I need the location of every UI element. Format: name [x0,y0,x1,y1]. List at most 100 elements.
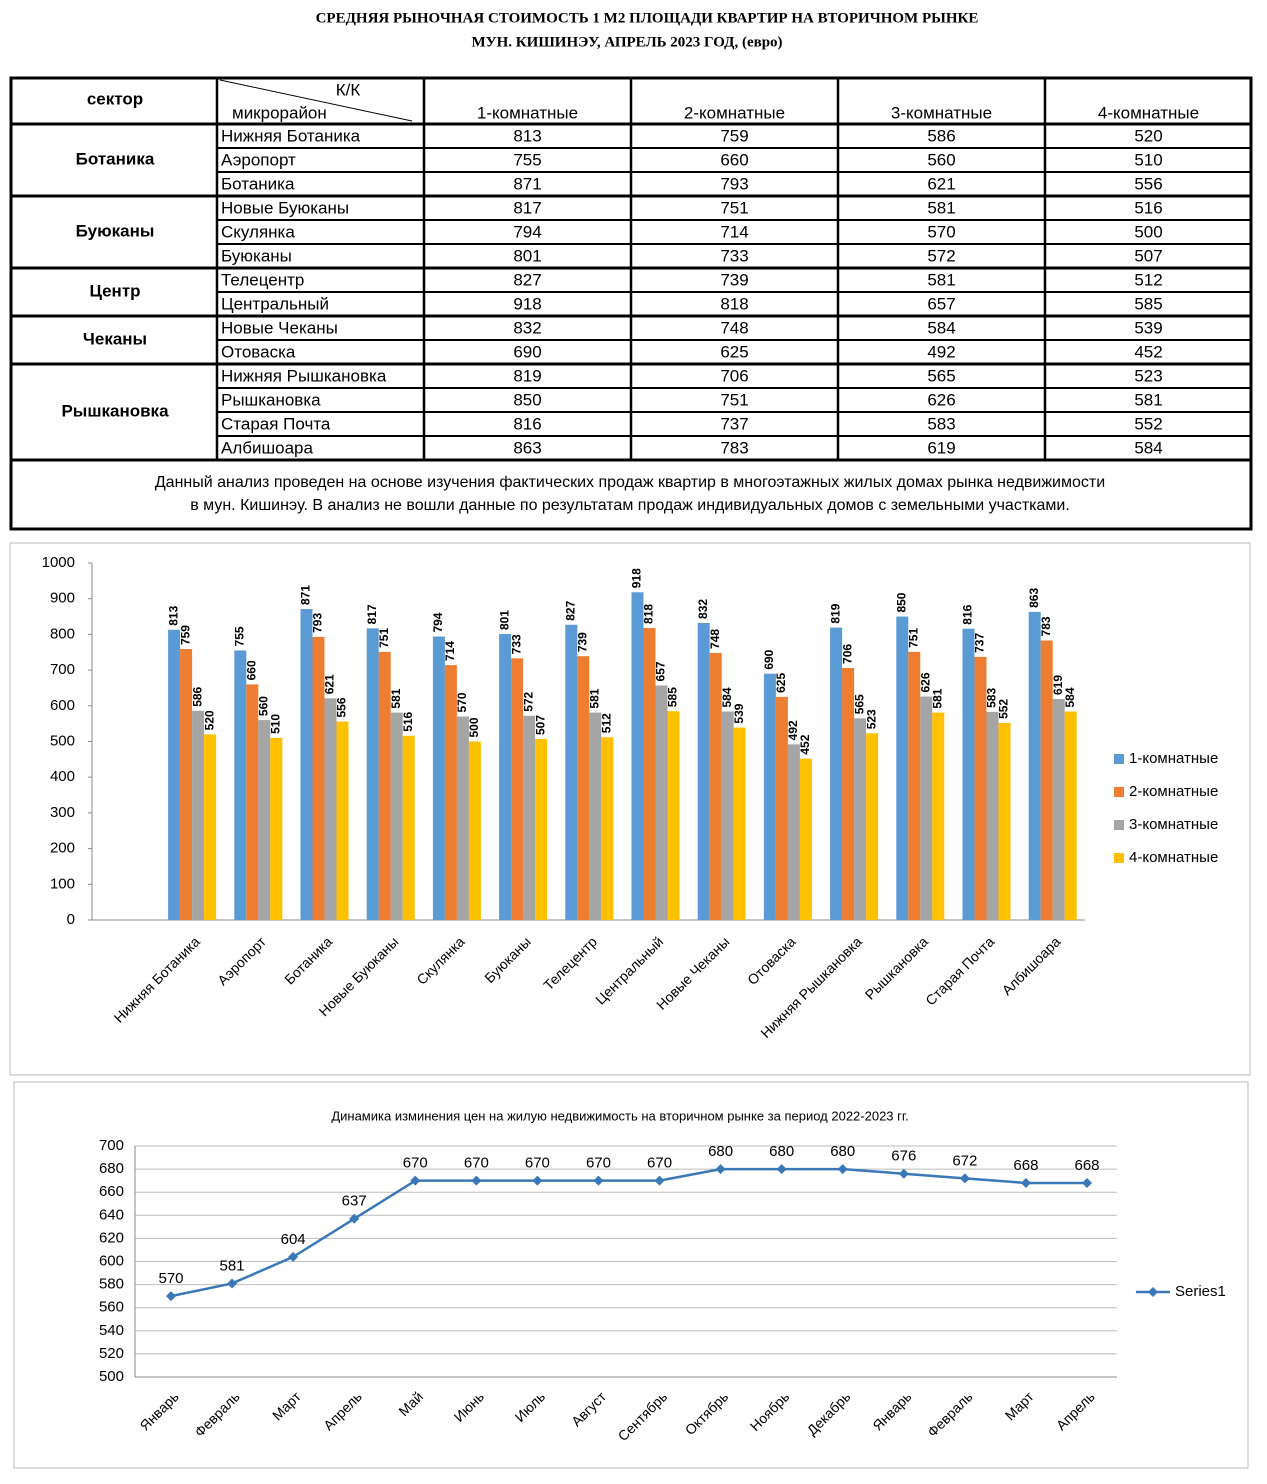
cell-value: 510 [1134,150,1162,169]
district: Новые Буюканы [221,198,349,217]
cell-value: 819 [513,366,541,385]
y-tick-label: 680 [99,1160,124,1177]
y-tick-label: 200 [50,840,75,857]
cell-value: 585 [1134,294,1162,313]
marker [166,1291,176,1302]
bar [655,685,668,920]
data-label: 783 [1039,616,1053,636]
bar [577,656,590,920]
x-tick-label: Июль [512,1388,549,1425]
x-tick-label: Нижняя Ботаника [111,933,203,1025]
cell-value: 523 [1134,366,1162,385]
bar [986,711,999,920]
x-tick-label: Телецентр [540,933,600,993]
bar [270,737,283,920]
marker [288,1251,299,1262]
x-tick-label: Ноябрь [747,1388,793,1434]
cell-value: 759 [720,126,748,145]
cell-value: 560 [927,150,955,169]
cell-value: 783 [720,438,748,457]
x-tick-label: Апрель [1053,1388,1098,1433]
data-label: 586 [190,686,204,706]
y-tick-label: 560 [99,1299,124,1316]
marker [410,1175,421,1186]
cell-value: 748 [720,318,748,337]
data-label: 570 [455,692,469,712]
data-label: 670 [464,1155,489,1172]
data-label: 637 [342,1193,367,1210]
cell-value: 556 [1134,174,1162,193]
data-label: 733 [509,634,523,654]
x-tick-label: Старая Почта [922,933,997,1008]
cell-value: 516 [1134,198,1162,217]
data-label: 581 [930,688,944,708]
x-tick-label: Октябрь [682,1388,732,1438]
bar [300,609,313,920]
y-tick-label: 600 [50,697,75,714]
sector: Ботаника [76,149,155,168]
legend-label: 4-комнатные [1129,849,1218,866]
column-header: 1-комнатные [477,103,578,122]
data-label: 801 [497,610,511,630]
x-tick-label: Июнь [451,1388,487,1424]
cell-value: 621 [927,174,955,193]
data-label: 863 [1027,588,1041,608]
bar [631,592,644,920]
bar [468,741,481,920]
bar [908,651,921,920]
y-tick-label: 620 [99,1229,124,1246]
cell-value: 584 [1134,438,1162,457]
bar [842,667,855,920]
data-label: 523 [864,709,878,729]
bar [336,721,349,920]
bar [565,624,578,920]
y-tick-label: 900 [50,590,75,607]
data-label: 827 [563,600,577,620]
district: Отоваска [221,342,296,361]
line-chart-frame [13,1081,1249,1469]
y-tick-label: 0 [67,911,75,928]
data-label: 817 [365,604,379,624]
cell-value: 581 [927,198,955,217]
x-tick-label: Буюканы [481,933,534,986]
cell-value: 660 [720,150,748,169]
data-label: 759 [178,625,192,645]
cell-value: 586 [927,126,955,145]
cell-value: 871 [513,174,541,193]
data-label: 510 [268,714,282,734]
data-label: 850 [894,592,908,612]
data-label: 572 [521,691,535,711]
data-label: 565 [852,694,866,714]
y-tick-label: 540 [99,1322,124,1339]
sector: Центр [89,281,140,300]
bar [998,722,1011,920]
cell-value: 581 [927,270,955,289]
data-label: 516 [401,711,415,731]
bar [1064,711,1077,920]
column-header: 2-комнатные [684,103,785,122]
cell-value: 565 [927,366,955,385]
bar [1052,699,1065,920]
data-label: 500 [467,717,481,737]
x-tick-label: Рышкановка [862,933,931,1002]
bar [589,712,602,920]
x-tick-label: Албишоара [999,933,1064,998]
cell-value: 584 [927,318,955,337]
bar [721,711,734,920]
district: Центральный [221,294,329,313]
y-tick-label: 300 [50,804,75,821]
legend-label: 1-комнатные [1129,750,1218,767]
data-label: 832 [696,599,710,619]
cell-value: 583 [927,414,955,433]
x-tick-label: Март [269,1388,304,1423]
bar [733,727,746,920]
x-tick-label: Февраль [924,1388,976,1440]
data-label: 680 [769,1143,794,1160]
bar [390,712,403,920]
data-label: 668 [1074,1157,1099,1174]
data-label: 670 [525,1155,550,1172]
data-label: 626 [918,672,932,692]
district: Буюканы [221,246,292,265]
cell-value: 863 [513,438,541,457]
data-label: 570 [158,1270,183,1287]
